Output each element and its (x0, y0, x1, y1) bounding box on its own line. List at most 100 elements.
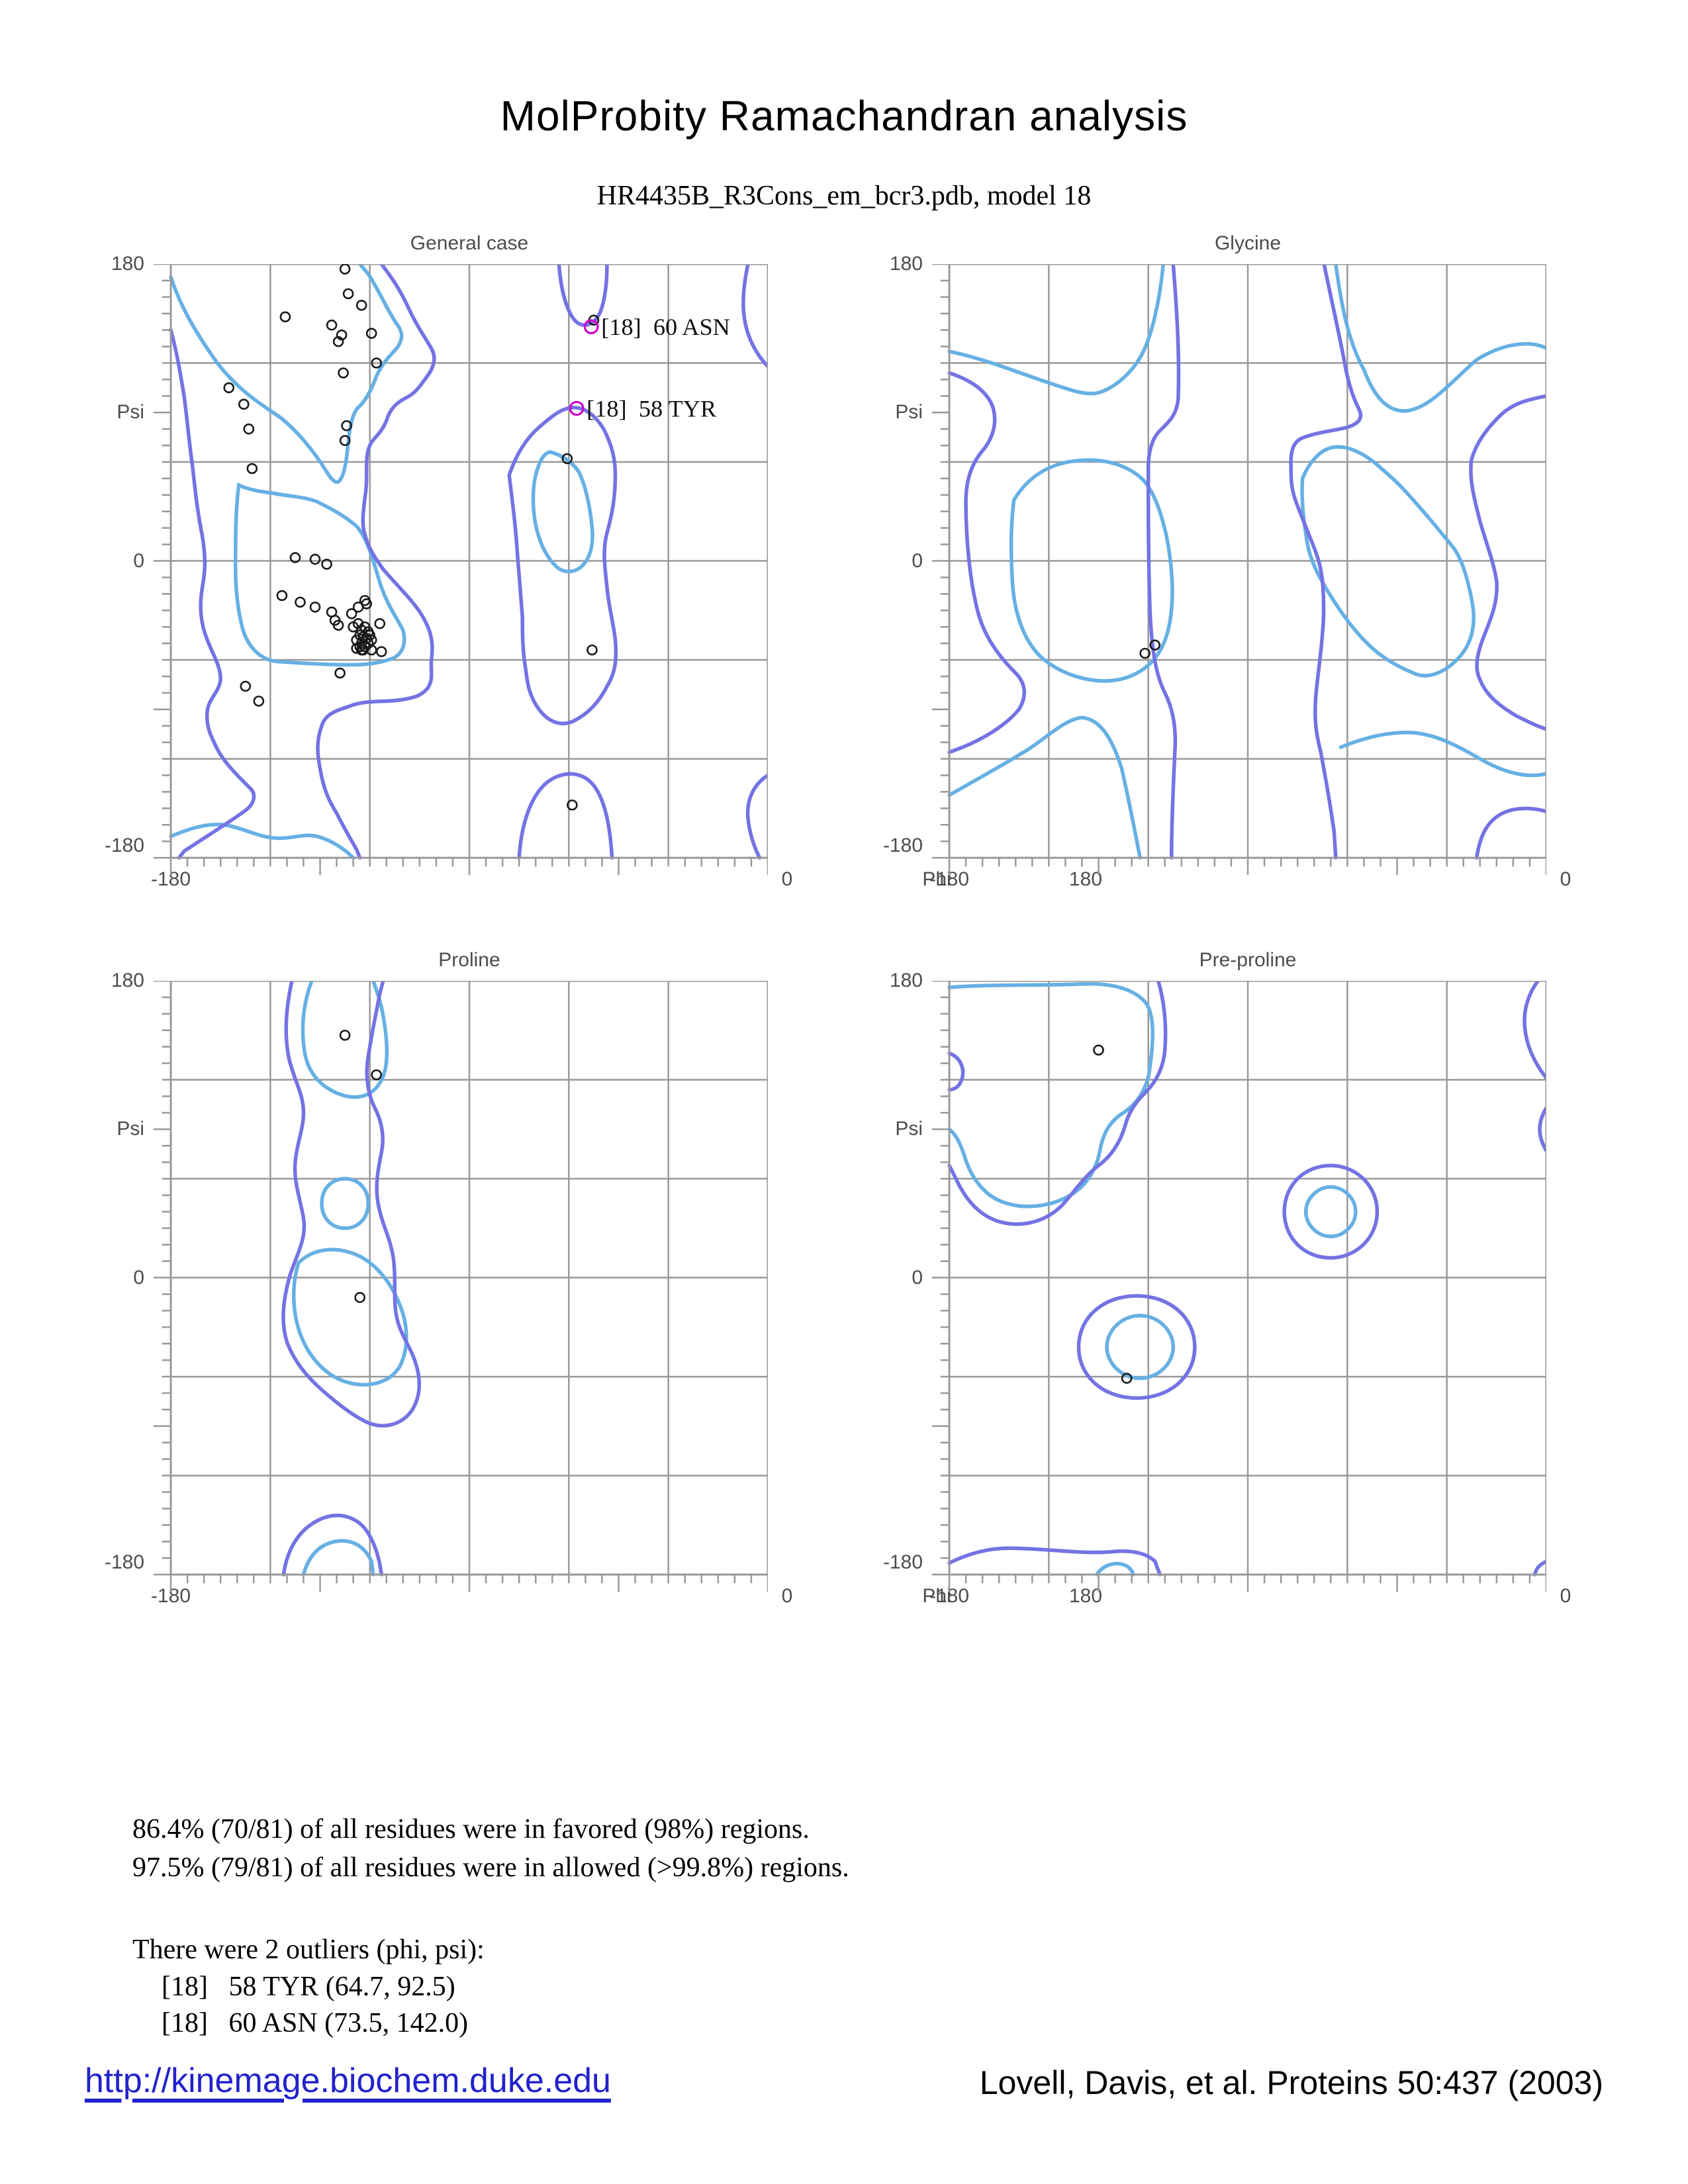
y-tick-label-m180: -180 (882, 835, 923, 856)
plot-title-glycine: Glycine (1214, 232, 1282, 254)
residue-point (281, 312, 290, 322)
residue-point (310, 602, 320, 612)
plot-pre-proline: Pre-proline 180 Psi 0 -180 -180 0 Phi 18… (837, 949, 1664, 1651)
residue-point (377, 647, 386, 657)
favored-contours (294, 981, 406, 1574)
y-tick-label-0: 0 (133, 1267, 144, 1289)
residue-point (327, 320, 336, 330)
residue-point (347, 609, 356, 618)
grid-lines (171, 264, 768, 858)
residue-point (322, 560, 332, 569)
y-tick-label-180: 180 (889, 970, 923, 991)
residue-point (277, 591, 287, 600)
residue-point (340, 264, 350, 273)
x-tick-label-180: 180 (1068, 868, 1103, 890)
outlier-markers: [18] 58 TYR [18] 60 ASN (570, 314, 730, 422)
rama-plot-pre-proline (929, 981, 1546, 1594)
allowed-contours (949, 981, 1546, 1574)
y-axis-label-psi: Psi (117, 401, 144, 423)
residue-point (372, 359, 381, 368)
y-tick-label-0: 0 (912, 550, 923, 572)
plot-border (171, 264, 768, 858)
residue-point (355, 1293, 365, 1302)
x-tick-label-0: 0 (1560, 868, 1571, 890)
residue-point (563, 454, 572, 463)
x-tick-label-180: 180 (1068, 1585, 1103, 1607)
rama-plot-proline (151, 981, 768, 1594)
residue-point (375, 619, 385, 628)
plot-border (949, 981, 1546, 1574)
residue-point (357, 625, 366, 635)
residue-point (1150, 641, 1160, 650)
grid-lines (949, 981, 1546, 1574)
outlier-point (585, 320, 598, 333)
allowed-contours (171, 264, 768, 858)
x-tick-label-0: 0 (1560, 1585, 1571, 1607)
data-points (1141, 641, 1160, 658)
summary-block: 86.4% (70/81) of all residues were in fa… (132, 1810, 849, 2042)
residue-point (357, 300, 366, 310)
page-subtitle: HR4435B_R3Cons_em_bcr3.pdb, model 18 (596, 181, 1092, 211)
y-axis-label-psi: Psi (895, 401, 923, 423)
residue-point (239, 400, 248, 409)
outlier-label: [18] 58 TYR (586, 396, 717, 422)
outlier-label: [18] 60 ASN (601, 314, 730, 340)
residue-point (362, 599, 371, 608)
favored-contours (171, 264, 592, 858)
y-tick-label-m180: -180 (882, 1551, 923, 1573)
residue-point (336, 668, 345, 678)
axis-ticks (932, 264, 1546, 875)
y-axis-label-psi: Psi (117, 1118, 144, 1140)
rama-plot-glycine (929, 264, 1546, 878)
residue-point (1122, 1374, 1131, 1383)
axis-ticks (932, 981, 1546, 1592)
y-tick-label-0: 0 (912, 1267, 923, 1289)
plot-general-case: General case 180 Psi 0 -180 -180 0 Phi 1… (58, 232, 1102, 934)
plot-title-proline: Proline (438, 949, 500, 971)
residue-point (334, 337, 343, 346)
plot-glycine: Glycine 180 Psi 0 -180 -180 0 Phi 180 (837, 232, 1664, 934)
plot-border (171, 981, 768, 1574)
y-tick-label-m180: -180 (104, 1551, 144, 1573)
residue-point (367, 329, 376, 338)
page-title: MolProbity Ramachandran analysis (500, 92, 1188, 140)
summary-outlier-entry: [18] 58 TYR (64.7, 92.5) (162, 1972, 455, 2002)
residue-point (244, 424, 254, 433)
grid-lines (949, 264, 1546, 858)
allowed-contours (283, 981, 419, 1574)
x-axis-label-phi: Phi (1669, 1585, 1688, 1608)
residue-point (310, 555, 320, 564)
y-axis-label-psi: Psi (895, 1118, 923, 1140)
y-tick-label-180: 180 (111, 970, 144, 991)
residue-point (1141, 649, 1150, 658)
plot-title-pre-proline: Pre-proline (1199, 949, 1297, 971)
x-axis-label-phi: Phi (922, 1585, 951, 1607)
plot-title-general-case: General case (410, 232, 529, 254)
residue-point (340, 436, 350, 445)
data-points (1094, 1046, 1132, 1383)
plot-border (949, 264, 1546, 858)
grid-lines (171, 981, 768, 1574)
y-tick-label-180: 180 (111, 253, 144, 275)
summary-outlier-entry: [18] 60 ASN (73.5, 142.0) (162, 2008, 469, 2038)
residue-point (567, 800, 577, 809)
summary-favored-line: 86.4% (70/81) of all residues were in fa… (132, 1814, 810, 1844)
rama-plot-general-case: [18] 58 TYR [18] 60 ASN (151, 264, 768, 878)
data-points (224, 264, 598, 809)
residue-point (295, 598, 305, 607)
citation-text: Lovell, Davis, et al. Proteins 50:437 (2… (979, 2064, 1603, 2101)
x-axis-label-phi: Phi (1669, 868, 1688, 891)
kinemage-link[interactable]: http://kinemage.biochem.duke.edu (85, 2062, 611, 2100)
residue-point (241, 682, 250, 691)
residue-point (342, 421, 352, 430)
favored-contours (949, 984, 1356, 1574)
axis-ticks (154, 264, 768, 875)
residue-point (372, 1070, 381, 1079)
summary-allowed-line: 97.5% (79/81) of all residues were in al… (132, 1852, 849, 1883)
residue-point (367, 645, 376, 655)
residue-point (334, 621, 343, 630)
axis-ticks (154, 981, 768, 1592)
residue-point (352, 644, 361, 653)
residue-point (254, 696, 263, 705)
